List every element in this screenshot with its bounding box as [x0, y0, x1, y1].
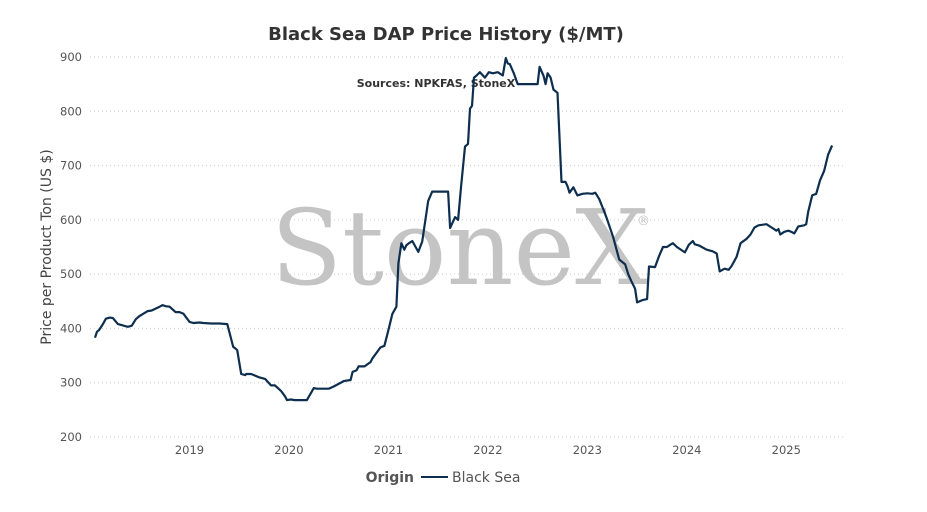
x-tick-label: 2025 — [772, 443, 801, 457]
y-tick-label: 700 — [60, 159, 82, 173]
y-tick-label: 900 — [60, 50, 82, 64]
watermark-registered-mark: ® — [637, 214, 650, 229]
series-line-black-sea[interactable] — [93, 57, 834, 402]
chart-title: Black Sea DAP Price History ($/MT) — [268, 24, 624, 45]
y-axis-label: Price per Product Ton (US $) — [39, 149, 55, 344]
legend[interactable]: Origin Black Sea — [366, 470, 521, 486]
x-tick-label: 2023 — [573, 443, 602, 457]
legend-title: Origin — [366, 470, 414, 486]
x-tick-label: 2024 — [672, 443, 701, 457]
x-tick-label: 2021 — [374, 443, 403, 457]
y-tick-label: 400 — [60, 321, 82, 335]
x-axis-ticks: 2019 2020 2021 2022 2023 2024 2025 — [175, 443, 801, 457]
x-tick-label: 2020 — [274, 443, 303, 457]
y-tick-label: 600 — [60, 213, 82, 227]
series-lines — [93, 57, 834, 402]
y-tick-label: 800 — [60, 104, 82, 118]
x-tick-label: 2019 — [175, 443, 204, 457]
y-axis-ticks: 200 300 400 500 600 700 800 900 — [60, 50, 82, 444]
y-tick-label: 200 — [60, 430, 82, 444]
y-tick-label: 300 — [60, 376, 82, 390]
chart-subtitle: Sources: NPKFAS, StoneX — [357, 77, 516, 90]
y-tick-label: 500 — [60, 267, 82, 281]
x-tick-label: 2022 — [473, 443, 502, 457]
legend-label-black-sea: Black Sea — [452, 470, 520, 486]
